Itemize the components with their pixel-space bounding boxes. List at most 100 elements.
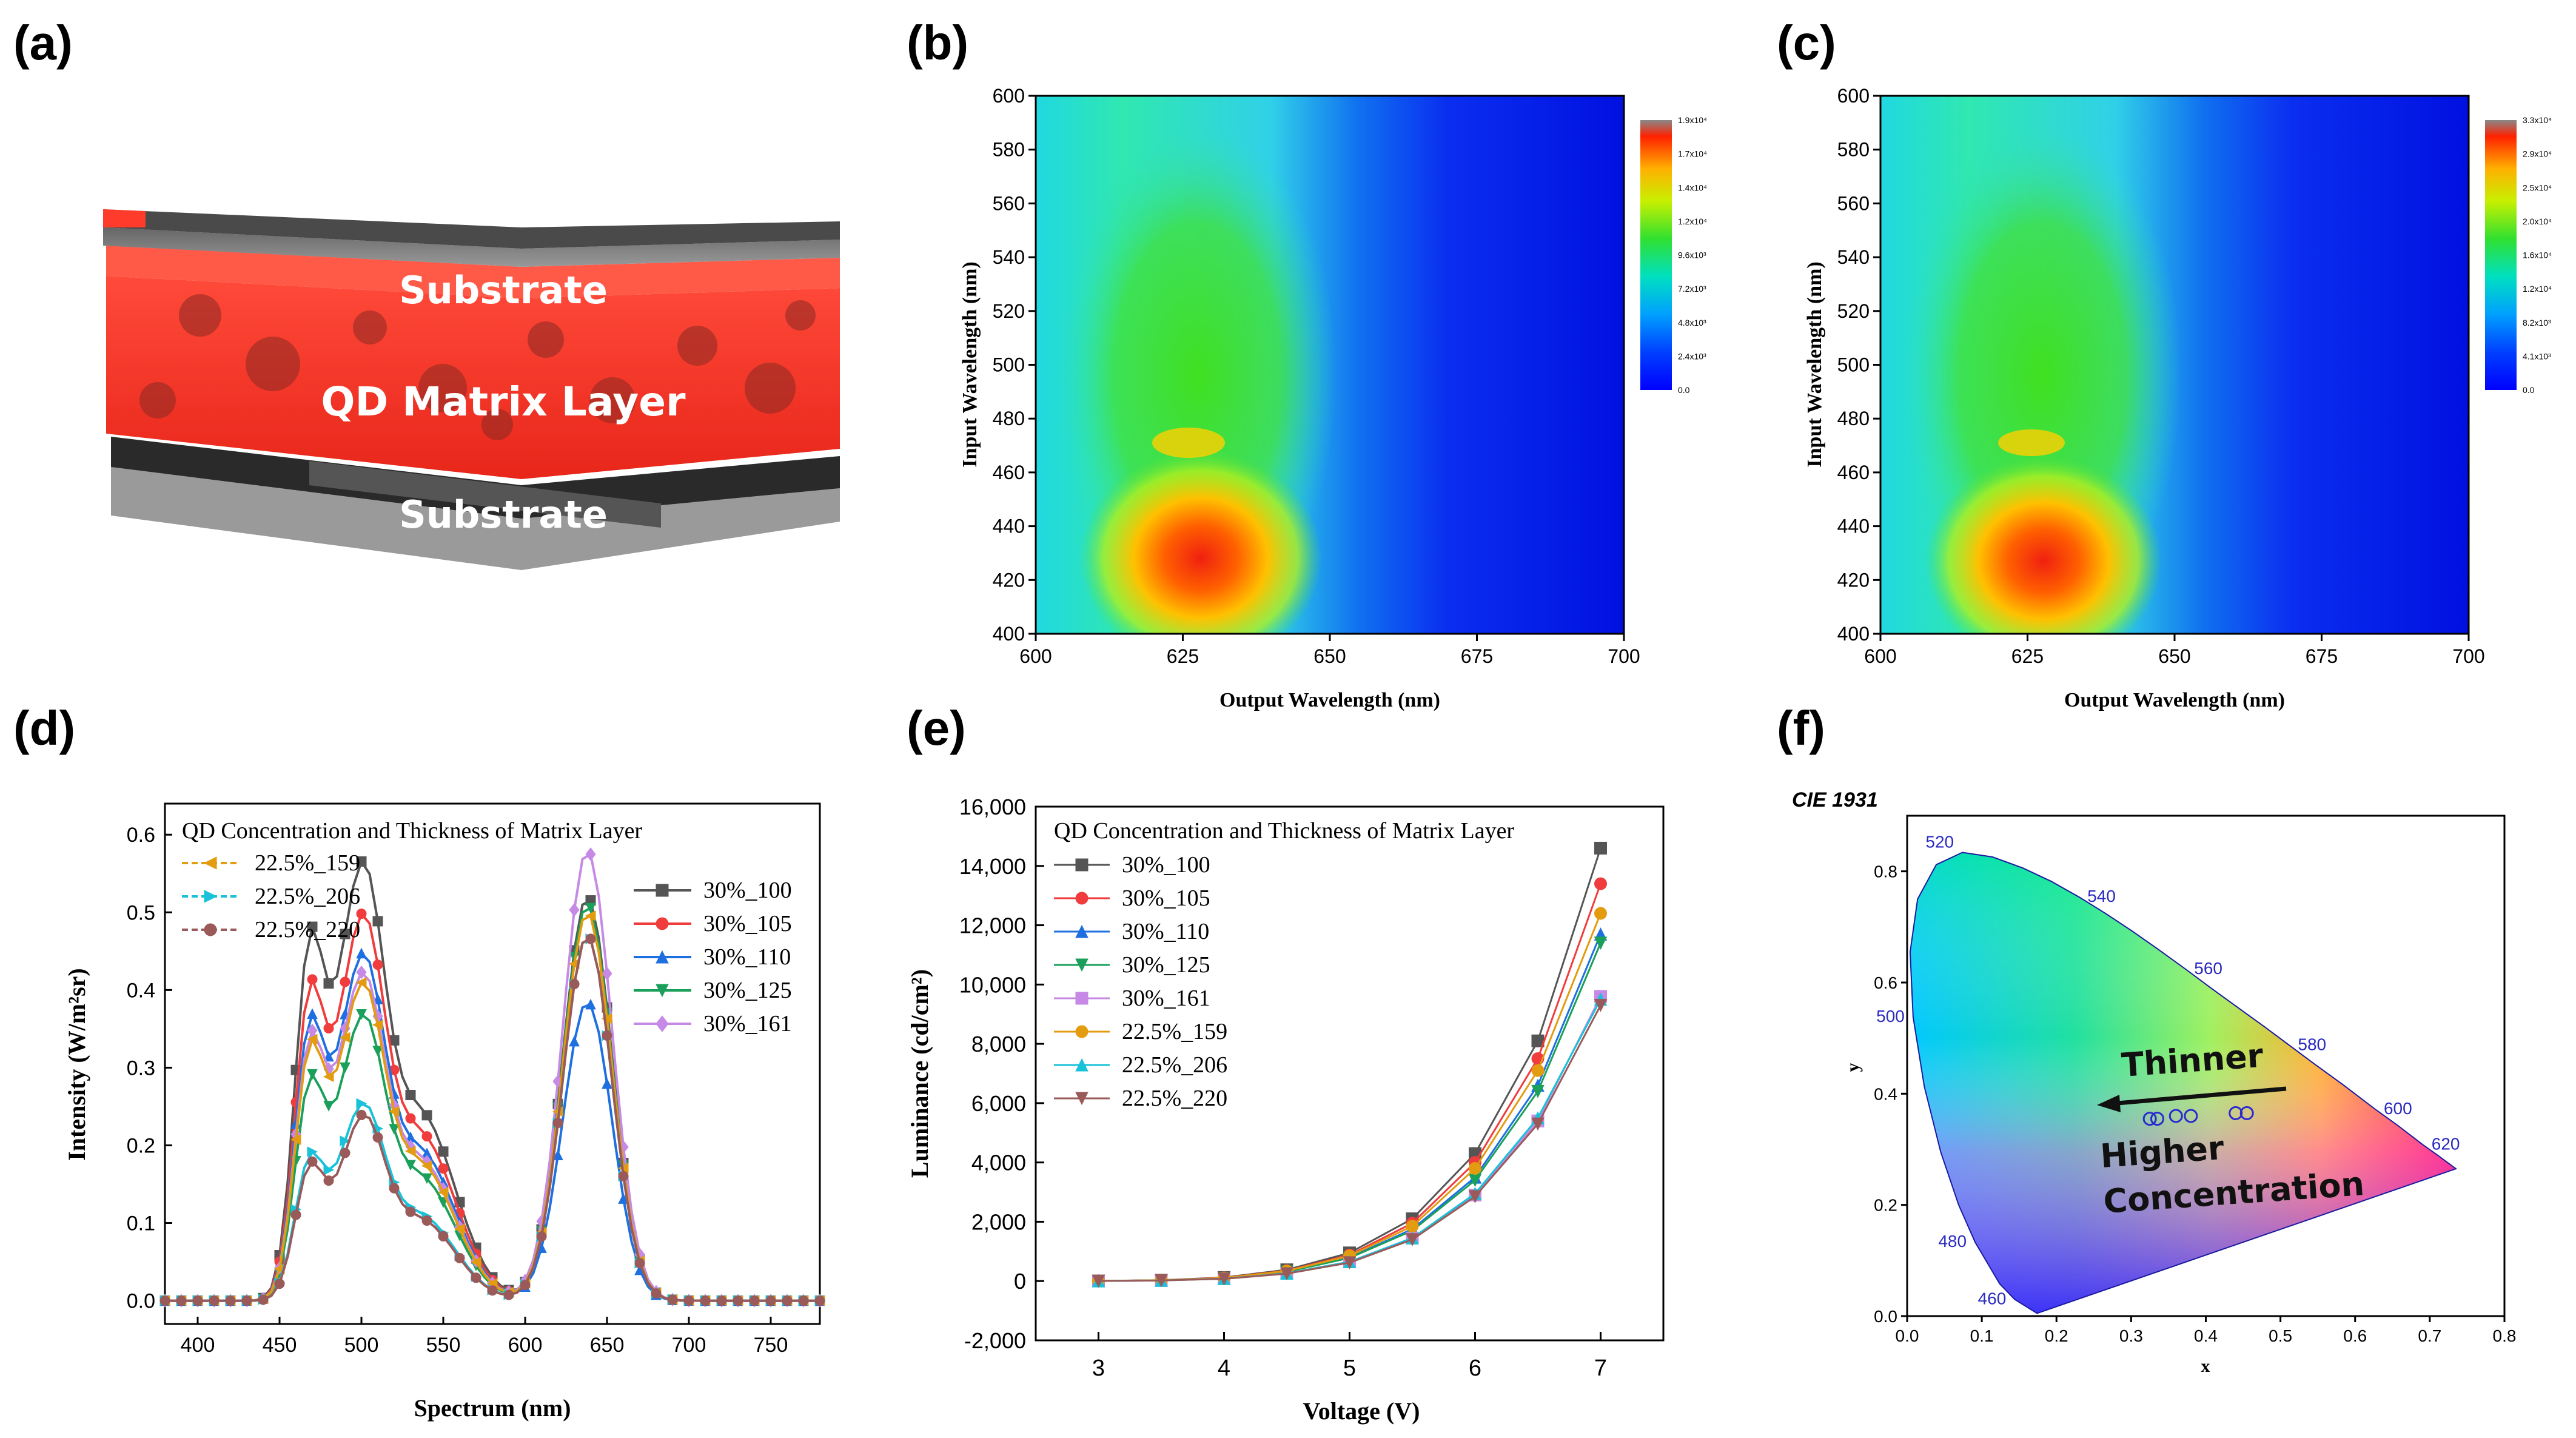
x-tick-label: 550	[426, 1334, 461, 1357]
spectrum-data-point	[372, 916, 383, 927]
x-tick-label: 0.0	[1896, 1326, 1919, 1345]
luminance-data-point	[1531, 1084, 1545, 1098]
x-tick-label: 0.2	[2045, 1326, 2068, 1345]
legend-label: 30%_161	[703, 1011, 792, 1037]
spectrum-data-point	[323, 1175, 334, 1186]
spectrum-data-point	[536, 1231, 547, 1242]
heatmap-b-ylabel: Input Wavelength (nm)	[959, 261, 981, 467]
colorbar-tick-label: 3.3x10⁴	[2523, 115, 2552, 125]
y-tick-label: 0.4	[1874, 1084, 1897, 1103]
spectrum-data-point	[421, 1160, 432, 1172]
device-stack-illustration: Substrate QD Matrix Layer Substrate	[103, 209, 840, 570]
colorbar-tick-label: 1.7x10⁴	[1678, 149, 1707, 159]
spectrum-chart: 400 450 500 550 600 650 700 750 0.0 0.1 0.2 0.3 0.4 0…	[63, 802, 826, 1422]
luminance-data-point	[1092, 1274, 1105, 1288]
spectrum-data-point	[683, 1295, 694, 1306]
spectrum-data-point	[405, 1113, 416, 1124]
luminance-series-line	[1098, 1004, 1602, 1282]
heatmap-b-peak	[1079, 449, 1322, 634]
luminance-data-point	[1343, 1256, 1357, 1270]
x-tick-label: 0.4	[2194, 1326, 2218, 1345]
spectrum-data-point	[307, 974, 318, 985]
colorbar-tick-label: 1.4x10⁴	[1678, 183, 1707, 192]
heatmap-b-secondary-peak	[1152, 428, 1225, 458]
x-tick-label: 7	[1594, 1356, 1607, 1381]
spectrum-data-point	[667, 1294, 678, 1305]
x-tick-label: 6	[1469, 1356, 1481, 1381]
legend-marker	[1075, 924, 1088, 938]
top-substrate-accent	[103, 209, 146, 227]
y-tick-label: 440	[1837, 516, 1870, 537]
luminance-chart: 3 4 5 6 7 -2,000 0 2,000 4,000 6,000 8,000 10,000 12…	[906, 795, 1665, 1425]
cie-color-point	[2229, 1106, 2243, 1120]
legend-label: 30%_110	[703, 944, 791, 970]
cie-color-point	[2184, 1109, 2198, 1123]
spectrum-data-point	[651, 1288, 662, 1299]
spectrum-data-point	[618, 1171, 629, 1181]
panel-label-e: (e)	[907, 701, 966, 755]
spectrum-data-point	[520, 1280, 531, 1291]
spectrum-data-point	[405, 1090, 416, 1101]
legend-marker	[203, 856, 217, 870]
spectrum-data-point	[389, 1183, 400, 1194]
legend-label: 22.5%_159	[1122, 1019, 1227, 1044]
spectrum-data-point	[340, 1135, 351, 1146]
colorbar-c	[2485, 120, 2517, 390]
legend-marker	[204, 890, 218, 903]
cie-spectral-locus	[1909, 852, 2458, 1314]
cie-color-point	[2142, 1112, 2157, 1126]
spectrum-data-point	[503, 1289, 514, 1300]
spectrum-series-line	[165, 913, 820, 1302]
y-tick-label: 460	[1837, 462, 1870, 483]
y-tick-label: 16,000	[959, 795, 1026, 819]
colorbar-tick-label: 8.2x10³	[2523, 318, 2551, 328]
spectrum-data-point	[437, 1186, 449, 1198]
spectrum-data-point	[192, 1295, 203, 1306]
spectrum-data-point	[340, 1147, 351, 1158]
y-tick-label: 420	[993, 569, 1025, 591]
spectrum-xlabel: Spectrum (nm)	[414, 1394, 571, 1422]
spectrum-data-point	[323, 1164, 335, 1175]
spectrum-data-point	[356, 947, 367, 959]
spectrum-data-point	[454, 1223, 465, 1235]
spectrum-data-point	[209, 1295, 220, 1306]
spectrum-series-line	[165, 911, 820, 1302]
x-tick-label: 0.1	[1970, 1326, 1994, 1345]
x-tick-label: 675	[1461, 645, 1493, 667]
spectrum-data-point	[601, 1013, 612, 1024]
luminance-ylabel: Luminance (cd/cm²)	[906, 969, 933, 1178]
spectrum-data-point	[569, 978, 580, 989]
spectrum-data-point	[356, 856, 367, 867]
luminance-data-point	[1594, 841, 1607, 855]
colorbar-tick-label: 2.9x10⁴	[2523, 149, 2552, 159]
cie-chart: CIE 1931 0.0 0.1 0.2 0.3 0.4 0.5 0.6 0.7 0.8 0.0 0…	[1792, 788, 2516, 1376]
bottom-substrate-label: Substrate	[399, 492, 608, 537]
qd-matrix-layer-label: QD Matrix Layer	[321, 378, 686, 425]
spectrum-data-point	[339, 1032, 351, 1043]
panel-label-b: (b)	[907, 16, 968, 70]
spectrum-data-point	[569, 1035, 580, 1047]
spectrum-data-point	[569, 903, 580, 917]
y-tick-label: 580	[993, 139, 1025, 161]
cie-color-point	[2150, 1112, 2164, 1126]
spectrum-data-point	[552, 1149, 563, 1160]
colorbar-tick-label: 2.4x10³	[1678, 351, 1706, 361]
colorbar-tick-label: 0.0	[1678, 385, 1690, 395]
y-tick-label: 400	[993, 623, 1025, 645]
x-tick-label: 400	[181, 1334, 215, 1357]
spectrum-data-point	[307, 1069, 318, 1080]
y-tick-label: 560	[1837, 192, 1870, 214]
spectrum-data-point	[323, 1050, 334, 1062]
y-tick-label: 0.6	[127, 824, 155, 847]
y-tick-label: 500	[993, 354, 1025, 376]
cie-wavelength-label: 620	[2432, 1135, 2460, 1154]
legend-marker	[656, 1015, 669, 1032]
y-tick-label: 400	[1837, 623, 1870, 645]
qd-layer-top	[106, 246, 840, 298]
colorbar-tick-label: 1.2x10⁴	[1678, 217, 1707, 226]
spectrum-data-point	[356, 909, 367, 919]
spectrum-data-point	[421, 1173, 432, 1184]
spectrum-data-point	[225, 1295, 236, 1306]
x-tick-label: 600	[508, 1334, 543, 1357]
panel-label-d: (d)	[13, 701, 75, 755]
